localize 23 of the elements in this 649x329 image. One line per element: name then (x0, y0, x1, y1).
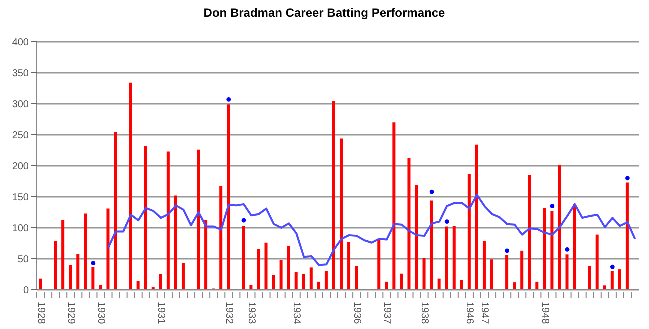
x-tick-label: 1932 (223, 302, 234, 325)
y-tick-label: 400 (12, 38, 30, 49)
y-tick-label: 100 (12, 224, 30, 235)
chart-title: Don Bradman Career Batting Performance (202, 6, 446, 22)
x-tick-label: 1946 (464, 302, 476, 325)
x-tick-label: 1933 (246, 302, 257, 325)
y-tick-label: 150 (12, 192, 30, 204)
x-tick-label: 1937 (381, 302, 392, 325)
y-tick-label: 300 (12, 100, 30, 111)
x-tick-label: 1948 (539, 302, 550, 325)
x-tick-label: 1930 (95, 302, 106, 325)
y-tick-label: 200 (12, 162, 30, 173)
y-tick-label: 50 (18, 254, 30, 266)
x-tick-label: 1934 (291, 302, 302, 325)
y-tick-label: 250 (12, 130, 30, 142)
x-tick-label: 1931 (156, 302, 167, 325)
y-tick-label: 350 (12, 68, 30, 80)
x-tick-label: 1929 (65, 302, 76, 325)
y-tick-label: 0 (23, 286, 30, 297)
x-tick-label: 1928 (35, 302, 46, 325)
x-tick-label: 1947 (479, 302, 490, 325)
x-tick-label: 1936 (351, 302, 362, 325)
x-tick-label: 1938 (419, 302, 430, 325)
